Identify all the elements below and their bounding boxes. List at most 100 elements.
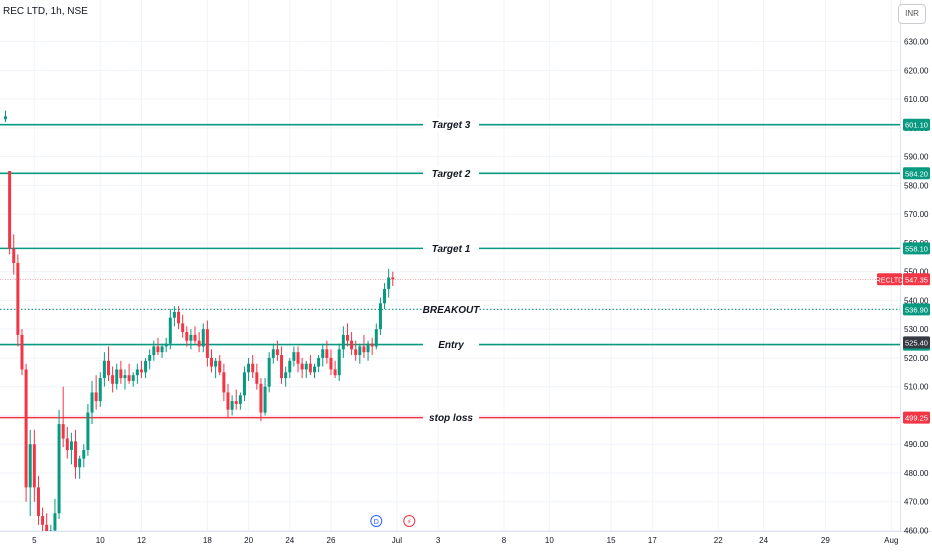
candle-body (86, 412, 90, 450)
y-tick-label: 610.00 (904, 95, 929, 104)
candle-body (69, 441, 73, 450)
candle-body (259, 383, 263, 413)
candle-body (292, 352, 296, 361)
y-tick-label: 470.00 (904, 498, 929, 507)
candle-body (156, 346, 160, 353)
candle-body (383, 288, 387, 304)
x-tick-label: 26 (327, 536, 336, 545)
x-tick-label: 20 (244, 536, 253, 545)
candle-body (172, 311, 176, 318)
level-price-badge (903, 411, 930, 424)
x-tick-label: 3 (436, 536, 441, 545)
current-price-badge-text: 547.35 (905, 275, 928, 284)
candle-body (90, 392, 94, 413)
current-price-badge (903, 273, 930, 286)
candle-body (387, 277, 391, 289)
y-tick-label: 490.00 (904, 440, 929, 449)
x-tick-label: 29 (821, 536, 830, 545)
candle-body (300, 363, 304, 370)
candle-body (181, 323, 185, 333)
candle-body (152, 346, 156, 356)
level-price-badge-text: 536.90 (905, 305, 928, 314)
candle-body (218, 360, 222, 373)
candle-body (28, 444, 32, 488)
candle-body (267, 357, 271, 387)
candle-body (333, 369, 337, 376)
candle-body (82, 449, 86, 459)
candle-body (304, 363, 308, 370)
candle-body (98, 378, 102, 402)
x-tick-label: 10 (545, 536, 554, 545)
x-tick-label: 24 (759, 536, 768, 545)
candle-body (271, 349, 275, 358)
level-price-badge-text: 601.10 (905, 121, 928, 130)
candle-body (251, 363, 255, 373)
chart-header-title: REC LTD, 1h, NSE (3, 6, 88, 17)
level-price-badge-text: 584.20 (905, 169, 928, 178)
candle-body (189, 334, 193, 341)
candle-body (210, 357, 213, 367)
candle-body (160, 346, 164, 353)
candle-body (177, 311, 181, 324)
level-price-badge-text: 499.25 (905, 414, 928, 423)
candle-body (131, 375, 135, 381)
candle-body (226, 392, 230, 410)
candle-body (193, 334, 197, 341)
y-tick-label: 530.00 (904, 325, 929, 334)
candle-body (41, 516, 45, 525)
candle-body (24, 369, 28, 488)
x-axis-ticks: 5 10 12 18 20 24 26 Jul 3 8 10 15 17 22 24 29 Aug (32, 536, 898, 545)
candle-body (185, 332, 189, 341)
level-price-badge (903, 118, 930, 131)
level-label: stop loss (429, 413, 473, 424)
level-price-badge (903, 167, 930, 180)
level-label: Entry (438, 340, 464, 351)
y-tick-label: 520.00 (904, 354, 929, 363)
price-badges: 601.10584.20558.10536.90524.65499.25525.… (876, 118, 930, 424)
level-label: Target 3 (432, 120, 471, 131)
level-price-badge (903, 242, 930, 255)
candle-body (230, 401, 234, 410)
y-tick-label: 510.00 (904, 383, 929, 392)
extra-price-badge (903, 336, 930, 349)
candle-body (16, 263, 20, 335)
candle-body (263, 386, 267, 413)
candle-body (78, 458, 82, 468)
candle-body (296, 352, 300, 364)
candle-body (197, 340, 201, 347)
candle-body (242, 372, 246, 396)
y-tick-label: 580.00 (904, 181, 929, 190)
candle-body (358, 346, 362, 356)
candle-body (284, 372, 288, 379)
candle-body (341, 334, 345, 350)
extra-price-badge-text: 525.40 (905, 338, 928, 347)
y-tick-label: 590.00 (904, 153, 929, 162)
y-tick-label: 570.00 (904, 210, 929, 219)
level-label-bg (423, 337, 479, 352)
event-markers: D ⚡ (370, 515, 416, 527)
candle-body (8, 171, 12, 249)
event-marker-circle (403, 515, 416, 527)
event-marker-glyph: D (374, 519, 379, 526)
level-label-bg (423, 241, 479, 256)
candle-body (366, 343, 370, 353)
candle-body (139, 369, 143, 373)
currency-button[interactable]: INR (898, 4, 926, 24)
candle-body (20, 334, 24, 370)
y-tick-label: 550.00 (904, 268, 929, 277)
level-label-bg (423, 117, 479, 132)
level-label: BREAKOUT (423, 305, 481, 316)
x-tick-label: 5 (32, 536, 37, 545)
y-tick-label: 620.00 (904, 66, 929, 75)
x-tick-label: 8 (502, 536, 507, 545)
x-tick-label: 18 (203, 536, 212, 545)
candle-body (32, 444, 36, 488)
candle-body (378, 303, 382, 330)
candle-body (119, 369, 123, 379)
y-tick-label: 540.00 (904, 296, 929, 305)
candle-body (350, 340, 354, 350)
candle-body (127, 375, 131, 381)
candle-body (325, 349, 329, 358)
